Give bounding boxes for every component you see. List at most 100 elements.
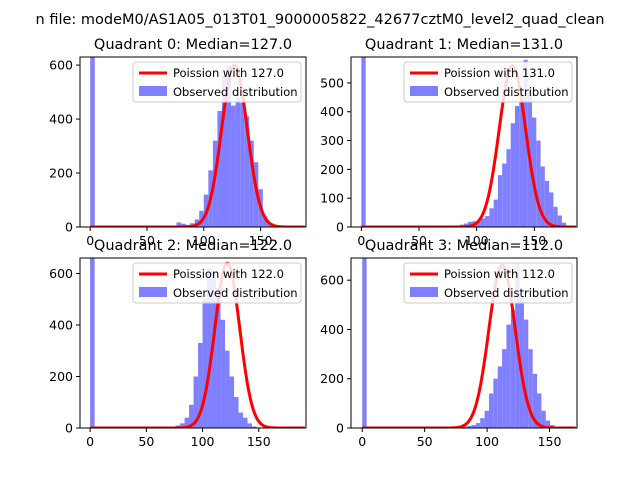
histogram-bar	[532, 117, 537, 227]
histogram-bar	[202, 299, 208, 428]
y-tick-label: 200	[49, 166, 73, 181]
histogram-bar	[181, 223, 186, 227]
y-tick-label: 500	[320, 75, 344, 90]
legend-box	[403, 61, 573, 103]
subplot-title: Quadrant 3: Median=112.0	[365, 238, 563, 254]
histogram-bar	[184, 417, 190, 428]
histogram-bar	[489, 208, 494, 227]
histogram-bar	[480, 418, 485, 428]
histogram-bar	[231, 105, 236, 227]
y-tick-label: 0	[65, 220, 73, 235]
axes-frame	[79, 56, 307, 228]
histogram-bar	[240, 102, 245, 227]
x-tick-label: 100	[475, 434, 499, 449]
fit-line	[360, 64, 577, 227]
histogram-bar	[506, 149, 511, 227]
legend-label-fit: Poission with 131.0	[444, 66, 555, 80]
subplot-title: Quadrant 2: Median=122.0	[94, 238, 292, 254]
legend-label-fit: Poission with 127.0	[173, 66, 284, 80]
legend-label-fit: Poission with 122.0	[173, 267, 284, 281]
legend-box	[403, 262, 573, 304]
histogram-bar	[252, 426, 257, 428]
histogram-bar	[229, 376, 235, 428]
histogram-bar	[528, 349, 533, 428]
histogram-bar	[211, 273, 217, 428]
histogram-bar	[221, 75, 227, 227]
histogram-bar	[243, 417, 248, 428]
y-tick-label: 600	[49, 58, 73, 73]
histogram-bar	[536, 140, 541, 227]
y-tick-label: 300	[320, 133, 344, 148]
histogram-bar	[523, 59, 528, 227]
plot-area	[361, 258, 577, 428]
y-tick-label: 200	[320, 162, 344, 177]
legend: Poission with 122.0 Observed distribution	[132, 262, 302, 304]
histogram-bar	[502, 163, 507, 227]
histogram-bar	[537, 393, 542, 428]
histogram-bar	[262, 216, 268, 227]
histogram-bar	[238, 412, 244, 428]
x-tick-label: 150	[249, 233, 273, 248]
histogram-bar	[510, 309, 516, 428]
x-tick-label: 150	[247, 434, 271, 449]
histogram-bar	[225, 350, 230, 428]
subplot-0: Quadrant 0: Median=127.0 0 50 100 150 0 200 400…	[49, 37, 307, 248]
histogram-bar	[553, 206, 558, 227]
histogram-bar	[476, 220, 481, 227]
histogram-bar	[510, 123, 515, 227]
x-tick-label: 50	[417, 434, 433, 449]
histogram-bar	[234, 397, 239, 428]
x-tick-label: 50	[138, 434, 154, 449]
subplot-title: Quadrant 0: Median=127.0	[94, 37, 292, 53]
legend-bar-swatch	[410, 287, 438, 297]
plot-area	[89, 258, 306, 428]
y-tick-label: 400	[320, 322, 344, 337]
histogram-bar	[244, 116, 250, 227]
histogram-bar	[541, 410, 546, 428]
histogram-bar	[485, 216, 490, 227]
plot-area	[360, 57, 577, 227]
y-tick-label: 100	[320, 191, 344, 206]
legend-bar-swatch	[410, 86, 438, 96]
histogram-bar	[176, 222, 182, 227]
histogram-bar	[540, 166, 545, 227]
histogram-bar	[506, 324, 511, 428]
subplot-grid: Quadrant 0: Median=127.0 0 50 100 150 0 200 400…	[49, 37, 578, 449]
legend-label-observed: Observed distribution	[444, 286, 569, 300]
x-tick-label: 0	[86, 233, 94, 248]
histogram-bar	[90, 57, 95, 227]
legend: Poission with 127.0 Observed distribution	[132, 61, 302, 103]
histogram-bar	[362, 258, 367, 428]
histogram-bar	[90, 258, 95, 428]
x-tick-label: 150	[538, 434, 562, 449]
y-tick-label: 0	[336, 220, 344, 235]
y-tick-label: 400	[320, 104, 344, 119]
histogram-bar	[180, 423, 185, 428]
histogram-bar	[193, 376, 199, 428]
histogram-bar	[467, 426, 472, 428]
histogram-bar	[216, 288, 221, 428]
histogram-bar	[493, 199, 498, 227]
x-tick-label: 50	[411, 233, 427, 248]
fit-line	[89, 261, 306, 428]
subplot-1: Quadrant 1: Median=131.0 0 50 100 150 0 100 200…	[320, 37, 578, 248]
histogram-bar	[471, 425, 476, 428]
subplot-3: Quadrant 3: Median=112.0 0 50 100 150 0 200 400…	[320, 238, 578, 449]
histogram-bar	[557, 215, 562, 227]
legend-label-observed: Observed distribution	[444, 85, 569, 99]
legend-bar-swatch	[139, 86, 167, 96]
axes-frame	[79, 257, 307, 429]
histogram-bar	[523, 319, 529, 428]
legend: Poission with 131.0 Observed distribution	[403, 61, 573, 103]
subplot-title: Quadrant 1: Median=131.0	[365, 37, 563, 53]
histogram-bar	[532, 373, 538, 428]
y-tick-label: 0	[336, 421, 344, 436]
histogram-bar	[544, 180, 550, 227]
axes-frame	[350, 56, 578, 228]
y-tick-label: 600	[320, 273, 344, 288]
legend-label-fit: Poission with 112.0	[444, 267, 555, 281]
x-tick-label: 0	[358, 434, 366, 449]
subplot-2: Quadrant 2: Median=122.0 0 50 100 150 0 200 400…	[49, 238, 307, 449]
legend: Poission with 112.0 Observed distribution	[403, 262, 573, 304]
